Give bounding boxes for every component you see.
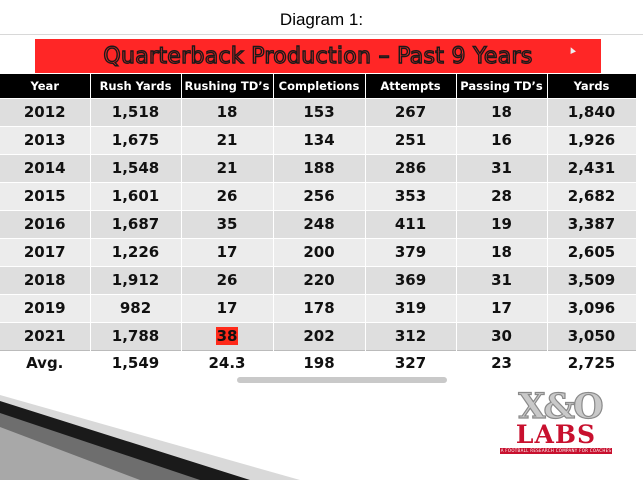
table-row: 2019 982 17 178 319 17 3,096 (0, 293, 637, 322)
table-cell: 1,687 (90, 209, 182, 238)
table-row: 2018 1,912 26 220 369 31 3,509 (0, 265, 637, 294)
table-cell: 248 (273, 209, 366, 238)
table-cell: 369 (365, 265, 457, 294)
table-title: Quarterback Production – Past 9 Years (35, 39, 601, 73)
table-row: 2016 1,687 35 248 411 19 3,387 (0, 209, 637, 238)
decorative-swoosh (0, 395, 300, 480)
table-cell: 17 (181, 237, 274, 266)
table-cell: 18 (181, 97, 274, 126)
table-cell: 26 (181, 181, 274, 210)
qb-production-table: Year Rush Yards Rushing TD’s Completions Att… (0, 74, 637, 376)
column-header: Year (0, 74, 91, 98)
table-cell: 1,548 (90, 153, 182, 182)
table-cell: 1,840 (547, 97, 637, 126)
table-cell: 2015 (0, 181, 91, 210)
logo-tagline: A FOOTBALL RESEARCH COMPANY FOR COACHES (500, 448, 612, 454)
table-cell: 2013 (0, 125, 91, 154)
column-header: Attempts (365, 74, 457, 98)
table-cell: 26 (181, 265, 274, 294)
table-cell: 35 (181, 209, 274, 238)
table-cell: 3,096 (547, 293, 637, 322)
table-cell: 30 (456, 321, 548, 350)
average-cell: 24.3 (181, 349, 274, 376)
table-cell: 2,431 (547, 153, 637, 182)
table-cell: 2021 (0, 321, 91, 350)
table-cell: 251 (365, 125, 457, 154)
average-cell: 2,725 (547, 349, 637, 376)
table-row: 2012 1,518 18 153 267 18 1,840 (0, 97, 637, 126)
table-cell: 379 (365, 237, 457, 266)
table-row: 2013 1,675 21 134 251 16 1,926 (0, 125, 637, 154)
average-cell: 23 (456, 349, 548, 376)
table-cell: 1,518 (90, 97, 182, 126)
table-cell: 17 (456, 293, 548, 322)
table-cell: 2016 (0, 209, 91, 238)
table-cell: 2017 (0, 237, 91, 266)
table-cell: 17 (181, 293, 274, 322)
table-cell: 353 (365, 181, 457, 210)
table-cell: 31 (456, 265, 548, 294)
column-header: Rush Yards (90, 74, 182, 98)
average-cell: 1,549 (90, 349, 182, 376)
table-cell: 312 (365, 321, 457, 350)
table-cell: 28 (456, 181, 548, 210)
logo-mark: X&O (518, 385, 604, 427)
table-cell: 319 (365, 293, 457, 322)
table-cell: 16 (456, 125, 548, 154)
diagram-caption: Diagram 1: (279, 10, 364, 29)
table-cell: 256 (273, 181, 366, 210)
column-header: Yards (547, 74, 637, 98)
column-header: Completions (273, 74, 366, 98)
table-cell: 21 (181, 153, 274, 182)
average-cell: Avg. (0, 349, 91, 376)
table-cell: 31 (456, 153, 548, 182)
table-cell: 38 (181, 321, 274, 350)
table-cell: 18 (456, 237, 548, 266)
average-row: Avg. 1,549 24.3 198 327 23 2,725 (0, 349, 637, 376)
table-cell: 21 (181, 125, 274, 154)
average-cell: 198 (273, 349, 366, 376)
table-cell: 2012 (0, 97, 91, 126)
table-cell: 1,788 (90, 321, 182, 350)
table-cell: 3,509 (547, 265, 637, 294)
divider (0, 34, 643, 35)
table-cell: 178 (273, 293, 366, 322)
table-cell: 1,601 (90, 181, 182, 210)
table-cell: 267 (365, 97, 457, 126)
table-header-row: Year Rush Yards Rushing TD’s Completions Att… (0, 74, 637, 98)
table-cell: 2,605 (547, 237, 637, 266)
table-cell: 134 (273, 125, 366, 154)
table-cell: 2,682 (547, 181, 637, 210)
table-cell: 982 (90, 293, 182, 322)
table-cell: 200 (273, 237, 366, 266)
table-cell: 2014 (0, 153, 91, 182)
table-row: 2014 1,548 21 188 286 31 2,431 (0, 153, 637, 182)
table-cell: 411 (365, 209, 457, 238)
table-cell: 153 (273, 97, 366, 126)
table-cell: 1,912 (90, 265, 182, 294)
logo-name: LABS (515, 420, 597, 449)
table-cell: 3,387 (547, 209, 637, 238)
column-header: Passing TD’s (456, 74, 548, 98)
table-cell: 286 (365, 153, 457, 182)
table-cell: 188 (273, 153, 366, 182)
table-cell: 1,675 (90, 125, 182, 154)
table-row: 2015 1,601 26 256 353 28 2,682 (0, 181, 637, 210)
table-cell: 2019 (0, 293, 91, 322)
table-cell: 18 (456, 97, 548, 126)
highlighted-value: 38 (215, 327, 239, 345)
table-cell: 3,050 (547, 321, 637, 350)
column-header: Rushing TD’s (181, 74, 274, 98)
horizontal-scrollbar[interactable] (237, 377, 447, 383)
table-cell: 220 (273, 265, 366, 294)
table-cell: 1,226 (90, 237, 182, 266)
table-cell: 2018 (0, 265, 91, 294)
average-cell: 327 (365, 349, 457, 376)
table-cell: 1,926 (547, 125, 637, 154)
table-cell: 202 (273, 321, 366, 350)
table-row: 2017 1,226 17 200 379 18 2,605 (0, 237, 637, 266)
table-row: 2021 1,788 38 202 312 30 3,050 (0, 321, 637, 350)
table-cell: 19 (456, 209, 548, 238)
